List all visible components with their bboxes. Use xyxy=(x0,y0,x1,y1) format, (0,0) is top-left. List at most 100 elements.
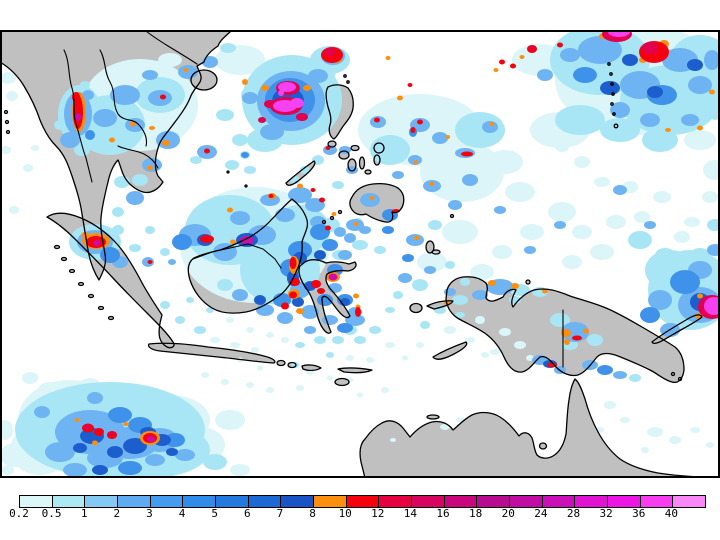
precip-cell-M xyxy=(148,90,172,106)
precip-cell-L2 xyxy=(203,454,227,470)
precip-cell-L2 xyxy=(186,297,194,303)
precip-cell-C xyxy=(108,432,114,436)
precip-cell-M xyxy=(308,69,328,83)
precip-cell-M2 xyxy=(337,323,353,333)
precip-cell-L2 xyxy=(160,301,170,309)
precip-cell-O xyxy=(353,222,359,226)
precip-cell-C xyxy=(528,46,534,50)
precip-cell-L2 xyxy=(352,240,368,250)
precip-cell-R xyxy=(461,151,473,157)
precip-cell-R xyxy=(204,148,210,154)
precip-cell-L1 xyxy=(0,420,13,440)
precip-cell-C xyxy=(84,424,90,430)
colorbar-cell xyxy=(607,496,640,507)
precip-cell-M xyxy=(110,85,140,105)
precip-cell-L1 xyxy=(440,424,450,430)
colorbar-cell xyxy=(411,496,444,507)
precip-cell-L2 xyxy=(455,312,465,318)
precip-cell-L2 xyxy=(600,118,640,142)
precip-cell-O xyxy=(519,55,525,59)
precip-cell-R xyxy=(317,288,325,294)
colorbar-tick-label: 40 xyxy=(664,507,678,520)
colorbar-cell xyxy=(574,496,608,507)
precip-cell-L2 xyxy=(80,81,90,89)
precip-cell-O xyxy=(147,165,153,171)
colorbar-tick-label: 6 xyxy=(244,507,251,520)
precip-cell-M xyxy=(524,246,536,254)
precip-cell-M xyxy=(156,131,180,149)
precip-cell-L1 xyxy=(684,130,716,150)
precip-cell-M xyxy=(613,371,627,379)
precip-cell-L2 xyxy=(374,246,386,254)
precip-cell-L1 xyxy=(548,202,576,222)
colorbar-cell xyxy=(541,496,575,507)
precip-cell-L1 xyxy=(641,447,649,453)
precip-cell-L1 xyxy=(487,150,523,174)
precip-cell-L2 xyxy=(642,128,678,152)
precip-cell-L2 xyxy=(555,105,605,135)
precip-cell-L1 xyxy=(230,342,240,348)
precip-cell-M2 xyxy=(670,270,700,294)
precip-cell-O xyxy=(123,422,129,426)
colorbar-cell xyxy=(378,496,412,507)
precip-cell-L1 xyxy=(590,244,614,260)
precip-cell-R xyxy=(417,119,423,125)
precip-cell-L2 xyxy=(460,278,470,286)
precip-cell-O xyxy=(162,140,170,146)
precip-cell-M xyxy=(45,442,75,462)
precip-cell-M xyxy=(60,132,80,148)
colorbar-tick-label: 5 xyxy=(211,507,219,520)
colorbar-tick-label: 3 xyxy=(146,507,153,520)
precip-cell-L1 xyxy=(390,438,396,442)
precip-cell-M xyxy=(444,288,456,296)
precip-cell-M xyxy=(63,463,87,477)
precip-cell-M2 xyxy=(322,239,338,251)
precip-cell-M xyxy=(93,109,117,127)
precip-cell-M xyxy=(82,90,94,100)
precip-cell-L1 xyxy=(2,465,14,475)
precip-cell-O xyxy=(429,182,435,186)
precip-cell-L1 xyxy=(402,355,408,361)
precip-cell-M xyxy=(392,171,404,179)
precip-cell-O xyxy=(493,68,499,72)
precip-cell-L1 xyxy=(158,53,182,67)
precip-cell-L1 xyxy=(251,347,259,353)
precip-cell-L2 xyxy=(629,374,641,382)
precip-cell-L1 xyxy=(246,327,254,333)
precip-cell-G xyxy=(147,436,155,442)
precip-cell-R xyxy=(355,307,361,317)
colorbar-tick-label: 2 xyxy=(113,507,121,520)
precip-cell-G xyxy=(93,240,101,246)
precip-cell-M xyxy=(142,158,162,172)
precip-cell-M xyxy=(398,273,412,283)
precip-cell-L1 xyxy=(562,255,582,269)
precip-cell-D xyxy=(622,54,638,66)
precip-cell-O xyxy=(296,308,304,314)
precip-cell-M xyxy=(640,113,660,127)
precip-cell-L1 xyxy=(520,224,544,240)
precip-cell-L1 xyxy=(703,160,720,180)
precip-cell-M xyxy=(334,227,346,237)
precip-cell-L1 xyxy=(492,245,512,259)
precip-cell-R xyxy=(325,225,331,231)
precip-cell-L2 xyxy=(216,109,234,121)
precip-cell-O xyxy=(149,126,155,130)
precip-cell-L1 xyxy=(266,387,274,393)
colorbar-tick-label: 0.5 xyxy=(41,507,62,520)
precip-cell-R xyxy=(147,260,153,264)
precip-cell-M xyxy=(168,259,176,265)
precip-cell-L1 xyxy=(620,417,630,423)
precip-cell-R xyxy=(499,59,505,65)
precip-cell-O xyxy=(230,239,236,245)
precip-cell-L2 xyxy=(291,362,299,368)
precip-cell-M2 xyxy=(100,247,120,263)
precip-cell-M xyxy=(432,132,448,144)
colorbar-tick-label: 24 xyxy=(534,507,548,520)
precip-cell-L2 xyxy=(393,291,403,299)
precip-cell-M2 xyxy=(118,461,142,475)
precip-cell-L2 xyxy=(385,307,395,313)
colorbar-tick-label: 20 xyxy=(501,507,515,520)
precip-cell-R xyxy=(281,302,289,310)
colorbar-tick-label: 7 xyxy=(276,507,284,520)
